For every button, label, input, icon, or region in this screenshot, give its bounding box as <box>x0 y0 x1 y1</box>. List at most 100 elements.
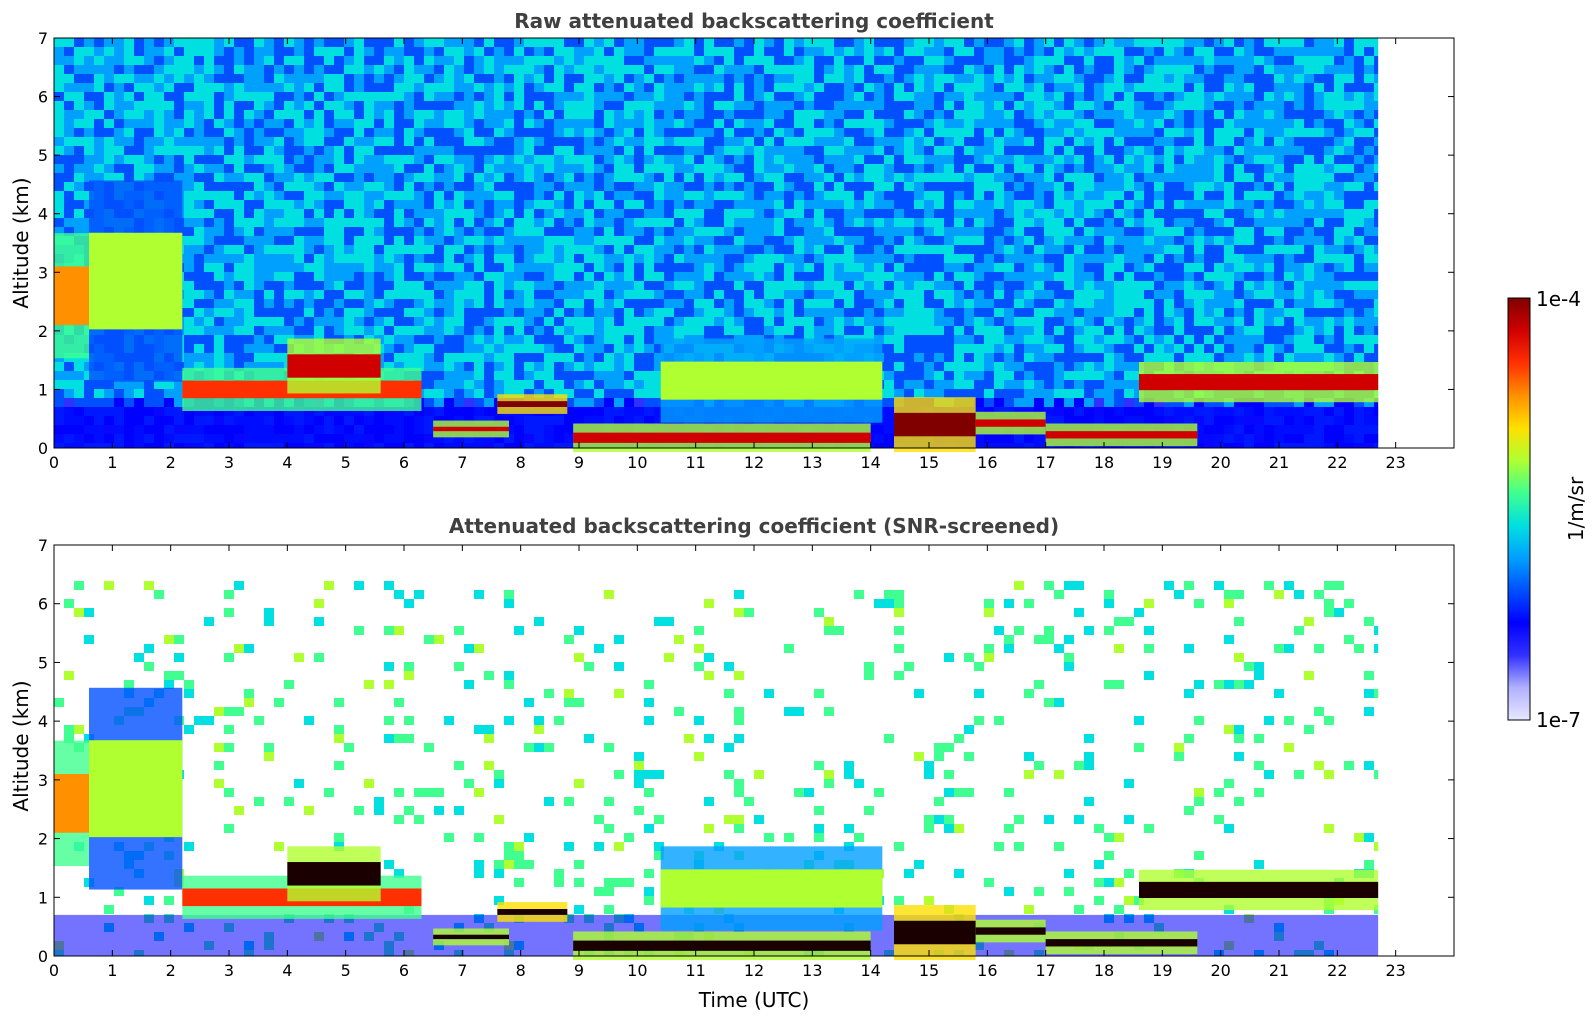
noise-cell <box>1124 344 1134 353</box>
noise-cell <box>224 110 234 119</box>
noise-cell <box>1064 173 1074 182</box>
noise-cell <box>1034 218 1044 227</box>
noise-cell <box>1084 56 1094 65</box>
noise-cell <box>234 272 244 281</box>
noise-cell <box>1134 227 1144 236</box>
noise-cell <box>704 245 714 254</box>
noise-cell <box>954 47 964 56</box>
noise-cell <box>724 263 734 272</box>
noise-cell <box>354 101 364 110</box>
noise-cell <box>684 290 694 299</box>
noise-cell <box>994 173 1004 182</box>
noise-cell <box>924 227 934 236</box>
noise-cell <box>1034 335 1044 344</box>
noise-cell <box>1134 146 1144 155</box>
noise-cell <box>204 38 214 47</box>
noise-cell <box>554 326 564 335</box>
noise-cell <box>534 65 544 74</box>
noise-cell <box>204 344 214 353</box>
noise-cell <box>284 200 294 209</box>
noise-cell <box>1044 290 1054 299</box>
noise-cell <box>194 101 204 110</box>
noise-cell <box>484 164 494 173</box>
noise-cell <box>194 146 204 155</box>
noise-cell <box>804 155 814 164</box>
noise-cell <box>474 290 484 299</box>
noise-cell <box>104 38 114 47</box>
noise-cell <box>354 209 364 218</box>
noise-cell <box>774 218 784 227</box>
noise-cell <box>84 101 94 110</box>
noise-cell <box>964 299 974 308</box>
noise-cell <box>1114 155 1124 164</box>
noise-cell <box>664 74 674 83</box>
noise-cell <box>84 65 94 74</box>
noise-cell <box>1064 146 1074 155</box>
noise-cell <box>634 290 644 299</box>
noise-cell <box>124 65 134 74</box>
noise-cell <box>564 137 574 146</box>
noise-cell <box>524 119 534 128</box>
noise-cell <box>594 371 604 380</box>
noise-cell <box>234 137 244 146</box>
noise-cell <box>424 137 434 146</box>
noise-cell <box>914 38 924 47</box>
noise-cell <box>704 209 714 218</box>
noise-cell <box>774 182 784 191</box>
noise-cell <box>1024 263 1034 272</box>
noise-cell <box>984 272 994 281</box>
noise-cell <box>1124 209 1134 218</box>
noise-cell <box>334 245 344 254</box>
noise-cell <box>204 191 214 200</box>
noise-cell <box>604 227 614 236</box>
noise-cell <box>634 146 644 155</box>
noise-cell <box>714 137 724 146</box>
noise-cell <box>1094 65 1104 74</box>
noise-cell <box>304 56 314 65</box>
noise-cell <box>554 56 564 65</box>
noise-cell <box>1054 272 1064 281</box>
noise-cell <box>834 236 844 245</box>
noise-cell <box>474 263 484 272</box>
noise-cell <box>624 380 634 389</box>
noise-cell <box>594 317 604 326</box>
noise-cell <box>94 92 104 101</box>
noise-cell <box>374 173 384 182</box>
noise-cell <box>564 326 574 335</box>
noise-cell <box>1014 101 1024 110</box>
noise-cell <box>624 344 634 353</box>
noise-cell <box>864 119 874 128</box>
noise-cell <box>444 245 454 254</box>
noise-cell <box>264 38 274 47</box>
noise-cell <box>794 308 804 317</box>
noise-cell <box>864 245 874 254</box>
noise-cell <box>904 146 914 155</box>
noise-cell <box>934 317 944 326</box>
noise-cell <box>514 83 524 92</box>
noise-cell <box>814 317 824 326</box>
noise-cell <box>1104 362 1114 371</box>
noise-cell <box>1034 56 1044 65</box>
noise-cell <box>314 146 324 155</box>
noise-cell <box>844 218 854 227</box>
noise-cell <box>614 263 624 272</box>
noise-cell <box>1094 164 1104 173</box>
noise-cell <box>1104 272 1114 281</box>
noise-cell <box>294 299 304 308</box>
noise-cell <box>714 164 724 173</box>
noise-cell <box>314 110 324 119</box>
noise-cell <box>694 92 704 101</box>
noise-cell <box>664 218 674 227</box>
noise-cell <box>1034 371 1044 380</box>
noise-cell <box>684 209 694 218</box>
noise-cell <box>404 128 414 137</box>
noise-cell <box>544 83 554 92</box>
noise-cell <box>804 74 814 83</box>
noise-cell <box>114 65 124 74</box>
noise-cell <box>254 227 264 236</box>
noise-cell <box>674 272 684 281</box>
noise-cell <box>854 146 864 155</box>
noise-cell <box>774 281 784 290</box>
noise-cell <box>224 254 234 263</box>
noise-cell <box>914 65 924 74</box>
